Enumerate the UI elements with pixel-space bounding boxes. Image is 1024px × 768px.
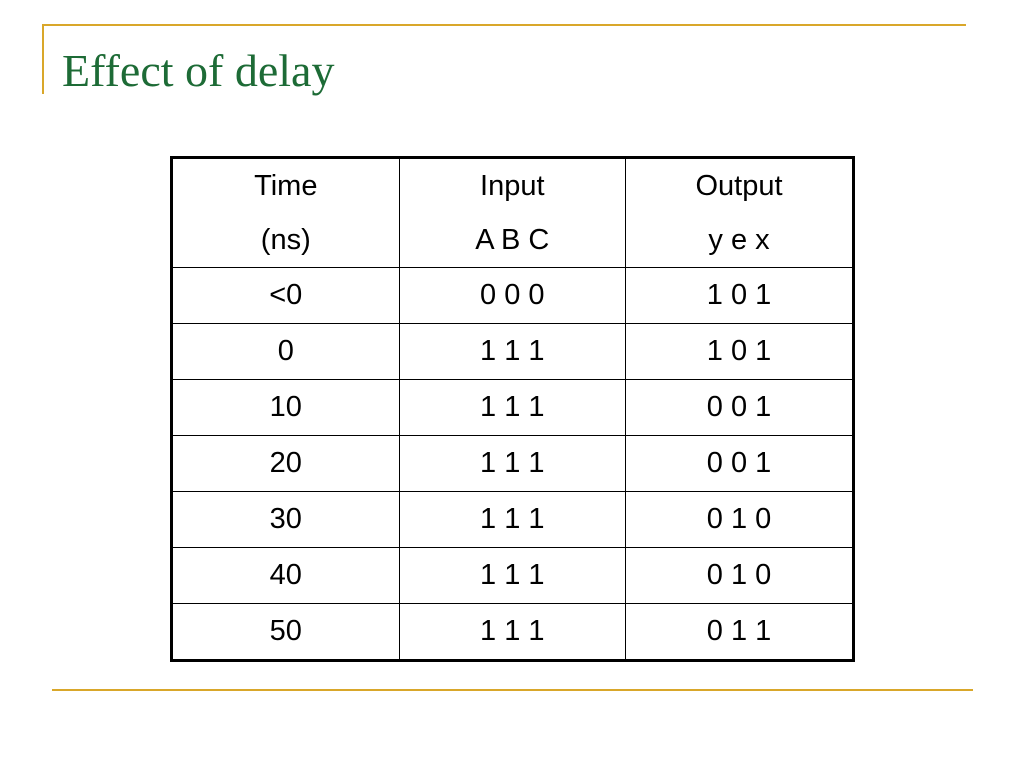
table-cell: 0 1 0 [625, 491, 854, 548]
header-line: Time [254, 170, 318, 202]
header-row: Time (ns) Input A B C Output y e x [171, 157, 854, 268]
table-cell: 1 1 1 [398, 379, 627, 436]
table-cell: 10 [171, 379, 400, 436]
table-cell: 1 1 1 [398, 435, 627, 492]
header-cell: Time (ns) [171, 157, 400, 268]
header-cell: Input A B C [398, 157, 627, 268]
table-cell: 1 1 1 [398, 603, 627, 661]
table-cell: 0 0 1 [625, 379, 854, 436]
header-line: Input [480, 170, 545, 202]
table-cell: 1 0 1 [625, 267, 854, 324]
table-cell: 1 1 1 [398, 491, 627, 548]
table-cell: 1 1 1 [398, 547, 627, 604]
slide-title: Effect of delay [62, 45, 335, 96]
table-cell: 0 0 0 [398, 267, 627, 324]
table-cell: 0 1 0 [625, 547, 854, 604]
table-cell: 0 1 1 [625, 603, 854, 661]
table-cell: 0 0 1 [625, 435, 854, 492]
table-cell: <0 [171, 267, 400, 324]
bottom-rule [52, 689, 973, 691]
table-cell: 50 [171, 603, 400, 661]
table-cell: 1 1 1 [398, 323, 627, 380]
header-line: A B C [475, 224, 550, 256]
side-rule [42, 24, 44, 94]
header-line: (ns) [260, 224, 311, 256]
header-line: y e x [708, 224, 770, 256]
table-cell: 40 [171, 547, 400, 604]
header-line: Output [695, 170, 783, 202]
top-rule [42, 24, 966, 26]
table-cell: 20 [171, 435, 400, 492]
table-cell: 1 0 1 [625, 323, 854, 380]
table-cell: 30 [171, 491, 400, 548]
header-cell: Output y e x [625, 157, 854, 268]
table-cell: 0 [171, 323, 400, 380]
